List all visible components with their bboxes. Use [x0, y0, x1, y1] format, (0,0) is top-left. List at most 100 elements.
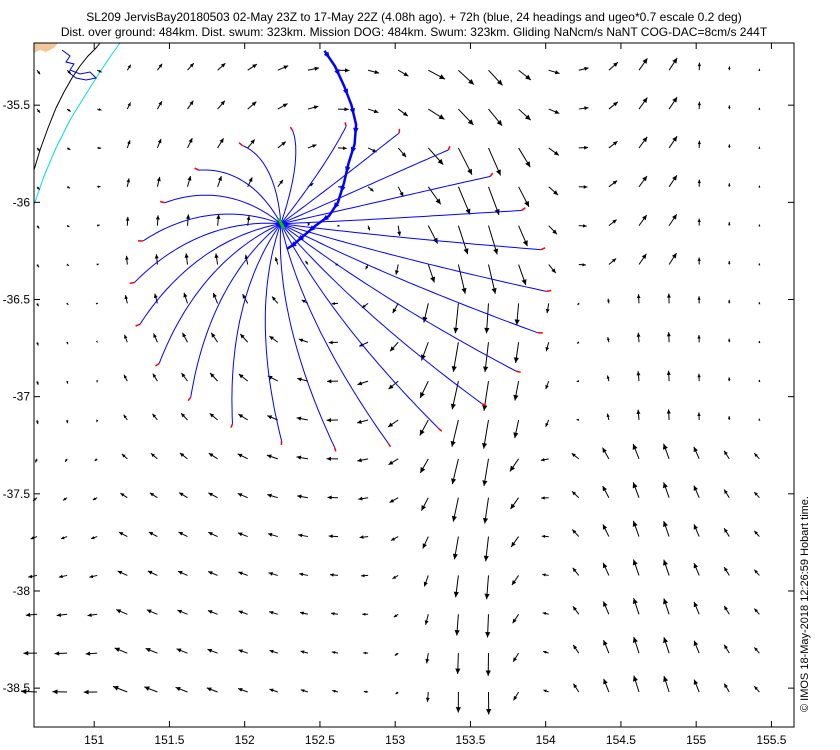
current-vector-head	[36, 264, 39, 268]
current-vector-head	[179, 492, 184, 497]
current-vector-head	[92, 497, 97, 500]
current-vector-head	[491, 287, 497, 294]
current-vector-head	[206, 687, 212, 692]
current-vector-head	[296, 416, 302, 421]
current-vector-head	[632, 482, 638, 489]
current-vector-head	[636, 294, 641, 299]
current-vector-head	[274, 257, 279, 262]
current-vector-head	[296, 455, 302, 460]
current-vector-head	[584, 106, 589, 111]
current-vector-head	[281, 141, 286, 146]
current-vector-head	[666, 293, 671, 298]
forecast-path-end	[155, 362, 160, 367]
current-vector-head	[728, 299, 731, 303]
current-vector-head	[36, 303, 39, 307]
current-vector-head	[127, 64, 131, 69]
current-vector-head	[577, 302, 580, 306]
forecast-path	[231, 223, 282, 424]
current-vector-head	[269, 611, 274, 615]
current-vector-head	[697, 62, 702, 67]
current-vector-head	[208, 532, 213, 536]
current-vector-head	[361, 574, 365, 578]
current-vector-head	[269, 649, 274, 654]
current-vector-head	[583, 185, 588, 189]
current-vector-head	[584, 66, 589, 71]
forecast-path	[158, 223, 282, 364]
forecast-path-end	[515, 370, 521, 374]
forecast-path	[280, 223, 547, 292]
current-vector-head	[238, 610, 243, 615]
current-vector-head	[486, 709, 492, 715]
current-vector-head	[603, 640, 608, 646]
x-tick-label: 151.5	[154, 733, 184, 747]
current-vector-head	[189, 63, 194, 68]
current-vector-head	[606, 413, 610, 418]
current-vector-head	[267, 415, 273, 420]
forecast-path-end	[447, 145, 451, 151]
current-vector-head	[483, 366, 489, 373]
current-vector-head	[642, 175, 647, 182]
current-vector-head	[693, 679, 699, 685]
current-vector-head	[424, 620, 429, 625]
current-vector-head	[148, 532, 154, 536]
current-vector-head	[636, 371, 641, 376]
x-tick-label: 153	[385, 733, 405, 747]
current-vector-head	[117, 570, 123, 575]
current-vector-head	[23, 650, 29, 656]
current-vector-head	[388, 384, 394, 390]
current-vector-head	[481, 442, 488, 449]
current-vector-head	[207, 648, 213, 653]
current-vector-head	[300, 611, 304, 615]
axes: 151 151.5 152 152.5 153 153.5 154 154.5 155 155.5…	[3, 43, 794, 747]
current-vector-head	[584, 145, 589, 150]
forecast-path	[279, 223, 336, 448]
current-vector-head	[663, 598, 669, 605]
current-vector-head	[154, 254, 159, 259]
current-vector-head	[126, 178, 131, 183]
current-vector-head	[545, 384, 549, 390]
glider-track-arrow	[345, 166, 351, 174]
current-vector-head	[332, 689, 336, 693]
current-vector-head	[521, 279, 527, 286]
y-tick-label: -35.5	[3, 98, 31, 112]
forecast-path	[280, 223, 483, 405]
forecast-paths	[129, 122, 552, 452]
current-vector-head	[283, 65, 289, 70]
chart-title-line1: SL209 JervisBay20180503 02-May 23Z to 17…	[86, 10, 741, 24]
current-vector-head	[402, 111, 408, 117]
forecast-path-end	[489, 172, 494, 177]
current-vector-head	[314, 66, 320, 71]
forecast-path-end	[159, 200, 166, 204]
current-vector-head	[525, 74, 531, 80]
forecast-path	[280, 126, 347, 225]
glider-track-arrow	[322, 214, 330, 221]
current-vector-head	[524, 114, 531, 121]
current-vector-head	[514, 319, 520, 326]
current-vector-head	[297, 494, 302, 499]
coastline	[33, 42, 101, 171]
current-vector-head	[301, 299, 306, 304]
current-vector-head	[483, 555, 489, 562]
forecast-path	[280, 176, 491, 225]
current-vector-head	[603, 601, 608, 607]
current-vector-head	[553, 150, 559, 156]
current-vector-head	[60, 536, 65, 540]
current-vector-head	[95, 302, 98, 305]
current-vector-head	[577, 341, 580, 344]
current-vector-head	[612, 141, 618, 146]
current-vector-head	[672, 97, 678, 103]
current-vector-head	[728, 144, 731, 147]
current-vector-head	[572, 567, 577, 573]
current-vector-head	[238, 688, 243, 692]
current-vector-head	[513, 657, 517, 662]
current-vector-head	[425, 658, 430, 664]
current-vector-head	[451, 478, 457, 485]
current-vector-head	[553, 190, 559, 195]
current-vector-head	[344, 68, 350, 73]
current-vector-head	[420, 354, 426, 361]
current-vector-head	[455, 707, 461, 713]
current-vector-head	[297, 377, 302, 382]
current-vector-head	[666, 409, 671, 414]
current-vector-head	[496, 119, 503, 126]
current-vector-head	[66, 263, 69, 266]
